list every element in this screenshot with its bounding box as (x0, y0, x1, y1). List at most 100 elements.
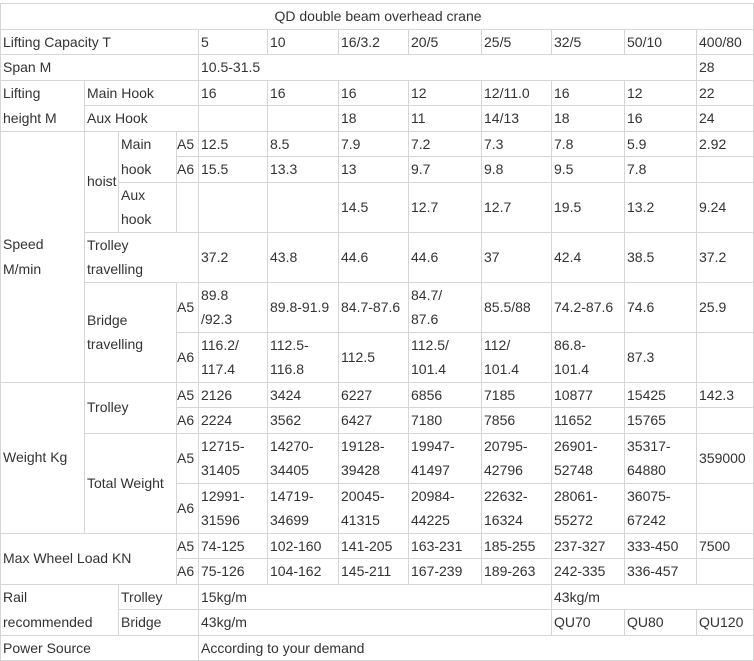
data-cell (198, 181, 268, 233)
data-cell: 11652 (551, 407, 625, 434)
data-cell: 74-125 (198, 532, 268, 559)
data-cell (695, 482, 754, 534)
data-cell: 32/5 (551, 28, 625, 55)
data-cell: 87.3 (624, 331, 697, 383)
grade-a6: A6 (176, 482, 199, 534)
data-cell: 333-450 (624, 532, 697, 559)
data-cell: 13.3 (267, 156, 339, 183)
data-cell: 84.7-87.6 (338, 281, 409, 333)
data-cell: 74.2-87.6 (551, 281, 625, 333)
aux-hook-label: Aux Hook (84, 105, 199, 132)
rail-trolley-label: Trolley (118, 583, 199, 610)
data-cell: 28061- 55272 (551, 482, 625, 534)
data-cell: 3562 (267, 407, 339, 434)
data-cell: 42.4 (551, 231, 625, 283)
rail-bridge-label: Bridge (118, 609, 199, 636)
data-cell: 36075- 67242 (624, 482, 697, 534)
data-cell: 16/3.2 (338, 28, 409, 55)
data-cell: 7.2 (408, 130, 482, 157)
data-cell: 16 (338, 79, 409, 106)
data-cell: 16 (624, 105, 697, 132)
data-cell (267, 105, 339, 132)
data-cell: 359000 (695, 432, 754, 484)
data-cell: 25/5 (481, 28, 552, 55)
data-cell: 22632- 16324 (481, 482, 552, 534)
data-cell: 8.5 (267, 130, 339, 157)
data-cell: 6227 (338, 381, 409, 408)
total-weight-label: Total Weight (84, 432, 177, 534)
data-cell: 16 (198, 79, 268, 106)
grade-a6: A6 (176, 331, 199, 383)
data-cell: 86.8- 101.4 (551, 331, 625, 383)
crane-spec-table: QD double beam overhead crane Lifting Ca… (0, 3, 754, 661)
data-cell: 20795- 42796 (481, 432, 552, 484)
rail-bridge-value: 43kg/m (198, 609, 552, 636)
data-cell: 142.3 (695, 381, 754, 408)
data-cell: 12.5 (198, 130, 268, 157)
power-label: Power Source (0, 634, 199, 661)
rail-bridge-value: QU120 (695, 609, 754, 636)
grade-a6: A6 (176, 558, 199, 585)
wheel-load-label: Max Wheel Load KN (0, 532, 177, 585)
data-cell: 24 (695, 105, 754, 132)
power-value: According to your demand (197, 634, 754, 661)
data-cell: 9.5 (551, 156, 625, 183)
data-cell (695, 331, 754, 383)
data-cell (267, 181, 339, 233)
data-cell: 75-126 (198, 558, 268, 585)
data-cell: 3424 (267, 381, 339, 408)
grade-a6: A6 (176, 407, 199, 434)
data-cell: 84.7/ 87.6 (408, 281, 482, 333)
data-cell: 9.7 (408, 156, 482, 183)
data-cell: 89.8 /92.3 (198, 281, 268, 333)
data-cell: 15765 (624, 407, 697, 434)
data-cell: 44.6 (408, 231, 482, 283)
data-cell: 104-162 (267, 558, 339, 585)
data-cell: 400/80 (695, 28, 754, 55)
rail-trolley-value: 15kg/m (198, 583, 552, 610)
data-cell: 112.5 (338, 331, 409, 383)
data-cell: 237-327 (551, 532, 625, 559)
rail-bridge-value: QU80 (624, 609, 697, 636)
data-cell: 112/ 101.4 (481, 331, 552, 383)
data-cell: 37 (481, 231, 552, 283)
lifting-height-label: Lifting height M (0, 79, 85, 132)
span-range: 10.5-31.5 (198, 54, 697, 81)
data-cell (695, 558, 754, 585)
trolley-weight-label: Trolley (84, 381, 177, 434)
data-cell: 35317- 64880 (624, 432, 697, 484)
hoist-main-hook-label: Main hook (118, 130, 177, 183)
empty-cell (176, 181, 199, 233)
data-cell: 89.8-91.9 (267, 281, 339, 333)
data-cell: 7180 (408, 407, 482, 434)
rail-bridge-value: QU70 (551, 609, 625, 636)
data-cell: 18 (338, 105, 409, 132)
data-cell: 12.7 (481, 181, 552, 233)
grade-a5: A5 (176, 381, 199, 408)
data-cell: 18 (551, 105, 625, 132)
span-label: Span M (0, 54, 199, 81)
data-cell: 12991- 31596 (198, 482, 268, 534)
grade-a5: A5 (176, 532, 199, 559)
data-cell: 43.8 (267, 231, 339, 283)
data-cell: 14719- 34699 (267, 482, 339, 534)
data-cell: 102-160 (267, 532, 339, 559)
data-cell: 25.9 (695, 281, 754, 333)
rail-trolley-value: 43kg/m (550, 583, 754, 610)
data-cell: 141-205 (338, 532, 409, 559)
data-cell: 13.2 (624, 181, 697, 233)
data-cell: 336-457 (624, 558, 697, 585)
data-cell: 11 (408, 105, 482, 132)
data-cell: 2126 (198, 381, 268, 408)
data-cell: 163-231 (408, 532, 482, 559)
data-cell: 19128- 39428 (338, 432, 409, 484)
hoist-label: hoist (84, 130, 119, 233)
data-cell: 112.5/ 101.4 (408, 331, 482, 383)
grade-a5: A5 (176, 130, 199, 157)
data-cell: 7856 (481, 407, 552, 434)
data-cell: 74.6 (624, 281, 697, 333)
grade-a5: A5 (176, 281, 199, 333)
data-cell: 9.8 (481, 156, 552, 183)
data-cell: 14/13 (481, 105, 552, 132)
data-cell: 19.5 (551, 181, 625, 233)
